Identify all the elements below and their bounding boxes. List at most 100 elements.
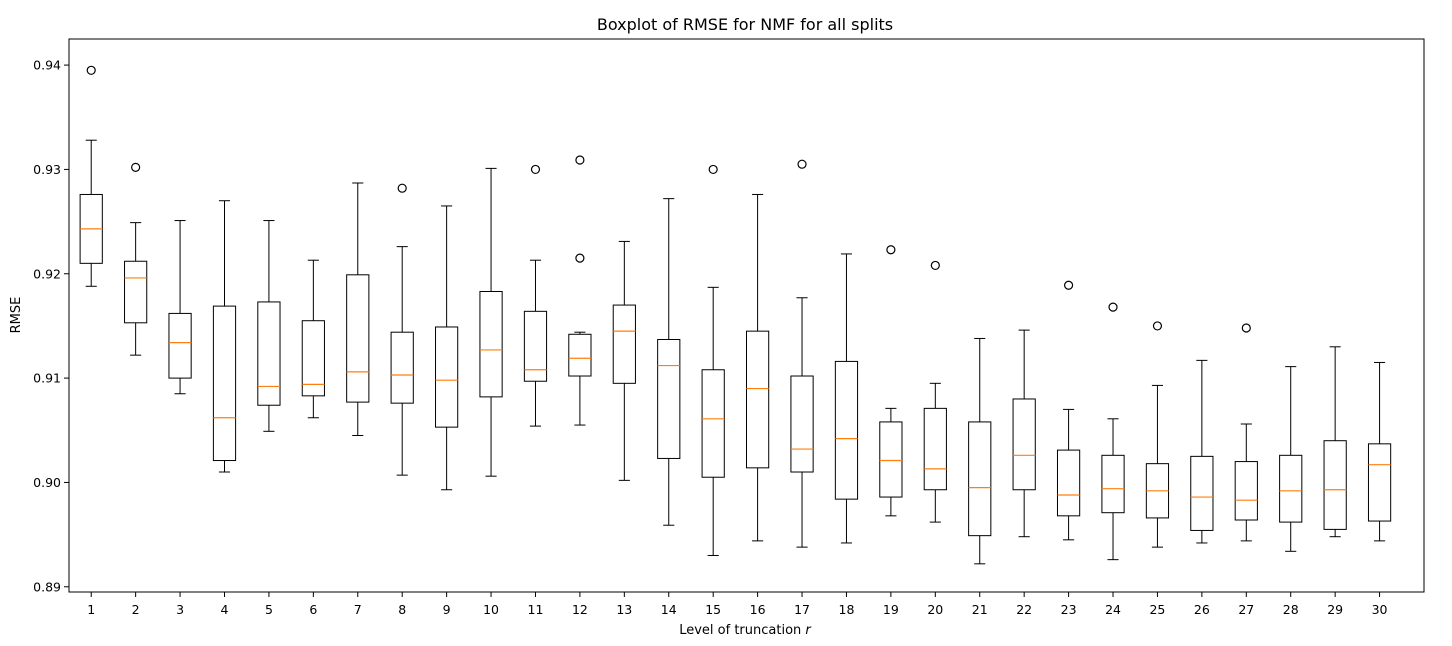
y-tick-label: 0.92 — [33, 266, 61, 281]
x-axis-label-text: Level of truncation — [679, 623, 805, 638]
iqr-box — [212, 305, 237, 462]
x-tick-label: 21 — [972, 602, 988, 617]
iqr-box — [701, 369, 725, 478]
box-1 — [79, 65, 103, 287]
box-7 — [346, 182, 370, 436]
iqr-box — [124, 260, 148, 324]
box-5 — [257, 220, 281, 432]
box-3 — [168, 220, 192, 395]
y-tick-label: 0.94 — [33, 58, 61, 73]
iqr-box — [568, 333, 592, 377]
outlier-point — [930, 260, 940, 271]
iqr-box — [968, 421, 992, 537]
box-24 — [1101, 302, 1125, 561]
box-27 — [1234, 323, 1258, 542]
iqr-box — [479, 291, 503, 398]
y-axis-ticks: 0.89 0.90 0.91 0.92 0.93 0.94 — [33, 58, 69, 594]
iqr-box — [746, 330, 770, 469]
x-tick-label: 14 — [661, 602, 677, 617]
x-tick-label: 24 — [1105, 602, 1121, 617]
x-tick-label: 18 — [839, 602, 855, 617]
x-tick-label: 29 — [1327, 602, 1343, 617]
y-tick-label: 0.90 — [33, 475, 61, 490]
x-tick-label: 5 — [265, 602, 273, 617]
iqr-box — [1367, 443, 1392, 522]
iqr-box — [657, 338, 681, 459]
box-23 — [1056, 280, 1081, 541]
box-29 — [1323, 346, 1347, 538]
plot-area-frame — [68, 38, 1425, 593]
outlier-point — [708, 164, 718, 175]
box-9 — [435, 205, 459, 491]
iqr-box — [1323, 440, 1347, 530]
box-20 — [923, 260, 947, 523]
x-tick-label: 12 — [572, 602, 588, 617]
x-axis-label: Level of truncation r — [679, 623, 812, 638]
box-4 — [212, 200, 237, 473]
box-22 — [1012, 329, 1036, 538]
box-6 — [301, 259, 325, 419]
box-19 — [879, 245, 903, 517]
x-tick-label: 7 — [354, 602, 362, 617]
x-tick-label: 27 — [1238, 602, 1254, 617]
iqr-box — [1234, 461, 1258, 521]
x-tick-label: 17 — [794, 602, 810, 617]
outlier-point — [1241, 323, 1251, 333]
x-tick-label: 22 — [1016, 602, 1032, 617]
box-26 — [1190, 359, 1214, 544]
box-12 — [568, 155, 592, 426]
iqr-box — [1101, 454, 1125, 514]
iqr-box — [435, 326, 459, 428]
iqr-box — [834, 360, 859, 500]
x-tick-label: 13 — [616, 602, 632, 617]
x-axis-label-variable: r — [805, 623, 812, 638]
x-tick-label: 28 — [1283, 602, 1299, 617]
iqr-box — [1279, 454, 1303, 523]
chart-title: Boxplot of RMSE for NMF for all splits — [597, 15, 893, 34]
x-tick-label: 11 — [528, 602, 544, 617]
x-tick-label: 15 — [705, 602, 721, 617]
iqr-box — [1190, 455, 1214, 531]
outlier-point — [1108, 302, 1118, 312]
box-25 — [1145, 321, 1170, 548]
y-axis-label: RMSE — [9, 297, 24, 334]
outlier-point — [86, 65, 96, 75]
iqr-box — [257, 301, 281, 406]
iqr-box — [790, 375, 814, 473]
iqr-box — [390, 331, 414, 404]
iqr-box — [612, 304, 636, 384]
x-tick-label: 16 — [750, 602, 766, 617]
outlier-point — [575, 155, 585, 165]
box-14 — [657, 198, 681, 526]
box-15 — [701, 164, 725, 556]
x-tick-label: 6 — [309, 602, 317, 617]
box-10 — [479, 167, 503, 477]
x-tick-label: 30 — [1372, 602, 1388, 617]
box-series — [79, 65, 1392, 565]
outlier-point — [575, 253, 585, 263]
iqr-box — [1012, 398, 1036, 491]
iqr-box — [301, 320, 325, 397]
outlier-point — [1152, 321, 1163, 331]
box-16 — [746, 193, 770, 542]
iqr-box — [346, 274, 370, 403]
x-tick-label: 2 — [132, 602, 140, 617]
box-18 — [834, 253, 859, 544]
x-tick-label: 1 — [87, 602, 95, 617]
x-tick-label: 25 — [1149, 602, 1165, 617]
x-tick-label: 10 — [483, 602, 499, 617]
box-28 — [1279, 366, 1303, 552]
outlier-point — [530, 164, 541, 175]
iqr-box — [523, 310, 548, 382]
x-tick-label: 4 — [221, 602, 229, 617]
iqr-box — [168, 312, 192, 379]
box-2 — [124, 162, 148, 356]
iqr-box — [1056, 449, 1081, 517]
iqr-box — [923, 407, 947, 491]
x-tick-label: 8 — [398, 602, 406, 617]
y-tick-label: 0.93 — [33, 162, 61, 177]
iqr-box — [879, 421, 903, 498]
box-30 — [1367, 361, 1392, 542]
